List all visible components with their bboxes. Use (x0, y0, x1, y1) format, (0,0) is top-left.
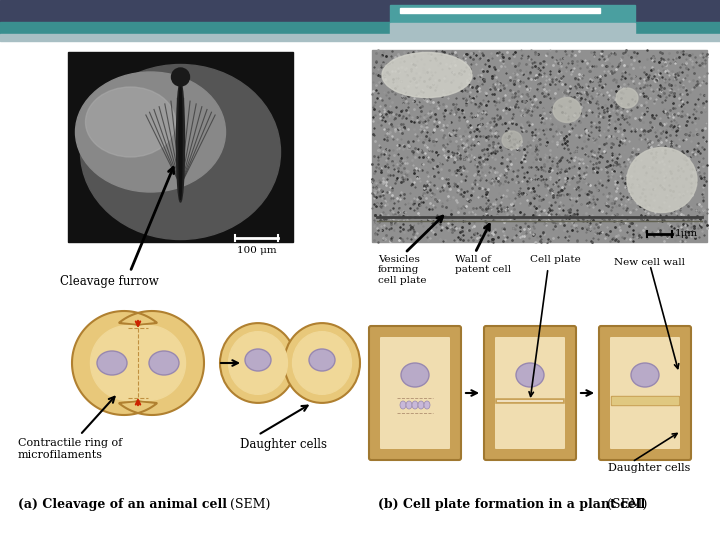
Ellipse shape (406, 401, 412, 409)
Bar (612, 397, 678, 404)
Text: Contractile ring of
microfilaments: Contractile ring of microfilaments (18, 438, 122, 460)
Text: Vesicles
forming
cell plate: Vesicles forming cell plate (378, 255, 426, 285)
Ellipse shape (228, 332, 287, 394)
Ellipse shape (97, 351, 127, 375)
Ellipse shape (176, 82, 184, 202)
Ellipse shape (418, 401, 424, 409)
Ellipse shape (424, 401, 430, 409)
Bar (611, 396, 679, 405)
Ellipse shape (309, 349, 335, 371)
Ellipse shape (179, 84, 182, 199)
Text: 1μm: 1μm (675, 230, 698, 239)
Ellipse shape (516, 363, 544, 387)
Polygon shape (91, 326, 186, 401)
Text: Wall of
patent cell: Wall of patent cell (455, 255, 511, 274)
Bar (390, 23, 635, 34)
Text: Cell plate: Cell plate (530, 255, 581, 264)
Polygon shape (72, 311, 204, 415)
Bar (68, 52, 293, 242)
Ellipse shape (245, 349, 271, 371)
Ellipse shape (382, 52, 472, 98)
Ellipse shape (76, 72, 225, 192)
FancyBboxPatch shape (369, 326, 461, 460)
Bar (400, 8, 600, 13)
Bar (0, 22, 720, 34)
Ellipse shape (171, 68, 189, 86)
Ellipse shape (220, 323, 296, 403)
Ellipse shape (149, 351, 179, 375)
FancyBboxPatch shape (599, 326, 691, 460)
Text: 100 μm: 100 μm (237, 246, 276, 255)
FancyBboxPatch shape (380, 337, 450, 449)
FancyBboxPatch shape (495, 337, 565, 449)
Bar (390, 5, 635, 23)
Ellipse shape (86, 87, 176, 157)
Text: Daughter cells: Daughter cells (608, 463, 690, 473)
Text: Daughter cells: Daughter cells (240, 438, 327, 451)
Text: (SEM): (SEM) (603, 498, 647, 511)
FancyBboxPatch shape (484, 326, 576, 460)
Ellipse shape (553, 98, 581, 123)
Bar (0, 0, 720, 22)
Text: Cleavage furrow: Cleavage furrow (60, 275, 158, 288)
Ellipse shape (401, 363, 429, 387)
Ellipse shape (400, 401, 406, 409)
Ellipse shape (502, 131, 522, 149)
Text: New cell wall: New cell wall (614, 258, 685, 267)
Text: (SEM): (SEM) (226, 498, 271, 511)
Ellipse shape (81, 64, 281, 240)
Ellipse shape (627, 147, 697, 213)
Ellipse shape (284, 323, 360, 403)
Ellipse shape (631, 363, 659, 387)
FancyBboxPatch shape (610, 337, 680, 449)
Bar (0, 34, 720, 41)
Text: (b) Cell plate formation in a plant cell: (b) Cell plate formation in a plant cell (378, 498, 645, 511)
Ellipse shape (292, 332, 351, 394)
Ellipse shape (412, 401, 418, 409)
Bar (372, 50, 707, 242)
Ellipse shape (616, 88, 638, 108)
Text: (a) Cleavage of an animal cell: (a) Cleavage of an animal cell (18, 498, 227, 511)
